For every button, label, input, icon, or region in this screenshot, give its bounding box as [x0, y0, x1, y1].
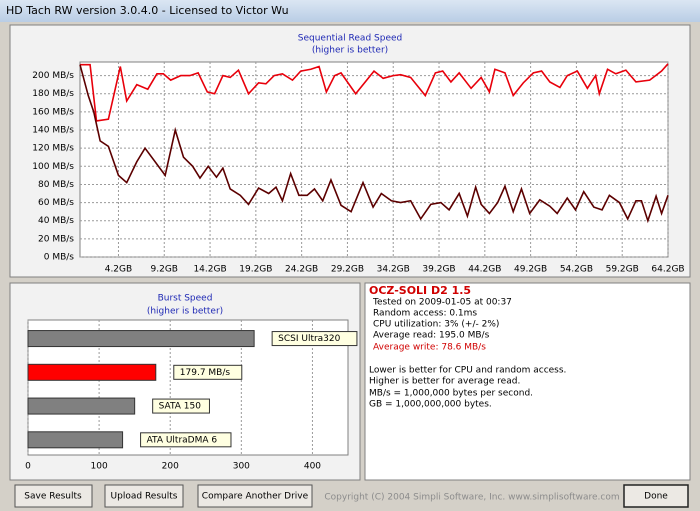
bar-label-box: [152, 398, 210, 414]
bar-label: ATA UltraDMA 6: [147, 435, 218, 445]
info-note: GB = 1,000,000,000 bytes.: [369, 400, 492, 410]
x-tick-label: 300: [233, 462, 250, 472]
y-tick-label: 40 MB/s: [38, 216, 74, 226]
burst-subtitle: (higher is better): [147, 307, 223, 317]
info-note: Higher is better for average read.: [369, 377, 520, 387]
button[interactable]: Compare Another Drive: [197, 484, 313, 508]
x-tick-label: 59.2GB: [606, 265, 639, 275]
x-tick-label: 54.2GB: [560, 265, 593, 275]
info-note: MB/s = 1,000,000 bytes per second.: [369, 389, 533, 399]
info-line: Random access: 0.1ms: [373, 309, 477, 319]
button[interactable]: Upload Results: [104, 484, 184, 508]
y-tick-label: 200 MB/s: [32, 71, 74, 81]
x-tick-label: 24.2GB: [285, 265, 318, 275]
x-tick-label: 64.2GB: [651, 265, 684, 275]
x-tick-label: 29.2GB: [331, 265, 364, 275]
x-tick-label: 100: [91, 462, 108, 472]
button-label[interactable]: Save Results: [24, 492, 82, 502]
x-tick-label: 4.2GB: [105, 265, 132, 275]
x-tick-label: 49.2GB: [514, 265, 547, 275]
info-line: Average write: 78.6 MB/s: [373, 343, 486, 353]
x-tick-label: 400: [304, 462, 321, 472]
bar: [27, 431, 124, 449]
x-tick-label: 0: [25, 462, 31, 472]
button[interactable]: Save Results: [14, 484, 93, 508]
bar: [27, 397, 136, 415]
info-line: CPU utilization: 3% (+/- 2%): [373, 320, 499, 330]
bar-label: SCSI Ultra320: [278, 334, 341, 344]
burst-title: Burst Speed: [158, 294, 213, 304]
series-line: [79, 64, 669, 224]
bar-label-box: [271, 331, 358, 347]
chart-title: Sequential Read Speed: [298, 34, 403, 44]
y-tick-label: 80 MB/s: [38, 180, 74, 190]
drive-name: OCZ-SOLI D2 1.5: [369, 284, 471, 297]
x-tick-label: 200: [162, 462, 179, 472]
series-line: [80, 63, 669, 122]
x-tick-label: 44.2GB: [468, 265, 501, 275]
copyright: Copyright (C) 2004 Simpli Software, Inc.…: [324, 493, 619, 503]
x-tick-label: 39.2GB: [422, 265, 455, 275]
y-tick-label: 180 MB/s: [32, 89, 74, 99]
title-bar: [0, 0, 700, 22]
x-tick-label: 9.2GB: [151, 265, 178, 275]
x-tick-label: 14.2GB: [193, 265, 226, 275]
info-note: Lower is better for CPU and random acces…: [369, 366, 566, 376]
y-tick-label: 120 MB/s: [32, 144, 74, 154]
bar: [27, 363, 157, 381]
chart-subtitle: (higher is better): [312, 46, 388, 56]
button-label[interactable]: Done: [644, 492, 668, 502]
button-label[interactable]: Compare Another Drive: [202, 492, 309, 502]
y-tick-label: 140 MB/s: [32, 126, 74, 136]
y-tick-label: 20 MB/s: [38, 234, 74, 244]
bar-label-box: [140, 432, 232, 448]
bar-label: SATA 150: [159, 402, 202, 412]
y-tick-label: 60 MB/s: [38, 198, 74, 208]
bar-label: 179.7 MB/s: [180, 368, 231, 378]
info-line: Average read: 195.0 MB/s: [373, 331, 490, 341]
button[interactable]: Done: [623, 484, 689, 508]
bar-label-box: [173, 364, 243, 380]
y-tick-label: 100 MB/s: [32, 162, 74, 172]
bar: [27, 330, 255, 348]
button-label[interactable]: Upload Results: [111, 492, 178, 502]
y-tick-label: 160 MB/s: [32, 107, 74, 117]
window-title: HD Tach RW version 3.0.4.0 - Licensed to…: [6, 4, 289, 17]
x-tick-label: 19.2GB: [239, 265, 272, 275]
x-tick-label: 34.2GB: [377, 265, 410, 275]
y-tick-label: 0 MB/s: [44, 253, 75, 263]
info-panel: [364, 282, 691, 481]
info-line: Tested on 2009-01-05 at 00:37: [372, 298, 512, 308]
